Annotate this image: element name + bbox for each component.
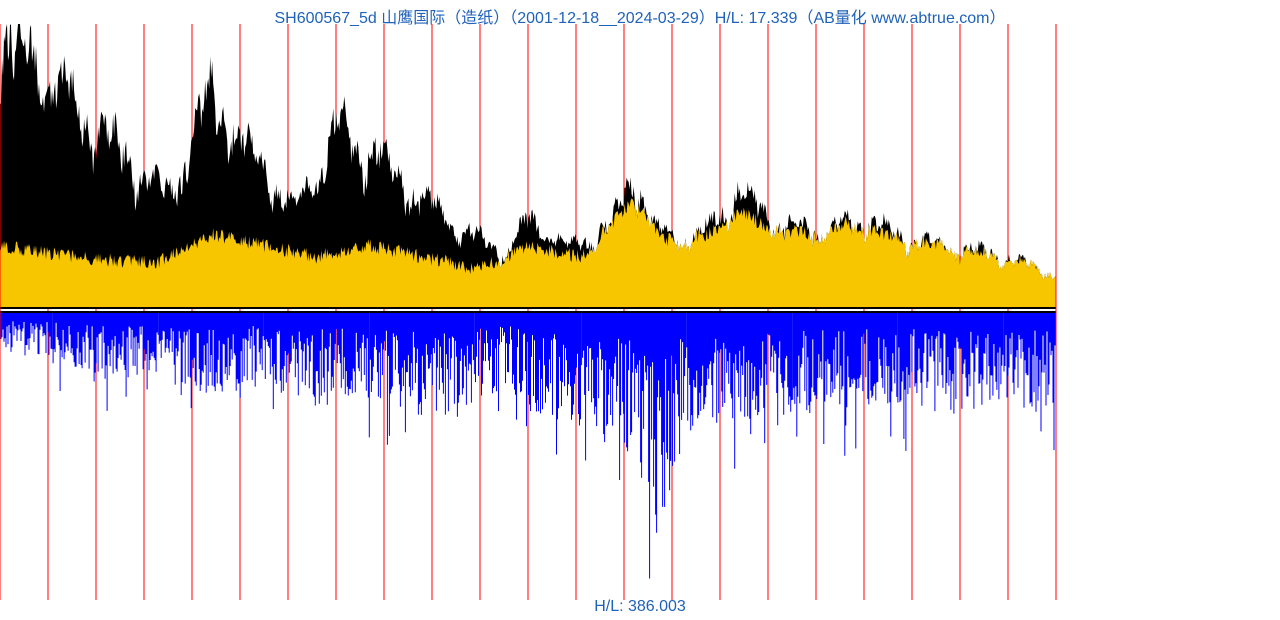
chart-container: SH600567_5d 山鹰国际（造纸）（2001-12-18__2024-03… [0, 0, 1280, 620]
chart-title-bottom: H/L: 386.003 [0, 598, 1280, 616]
chart-svg [0, 0, 1280, 620]
